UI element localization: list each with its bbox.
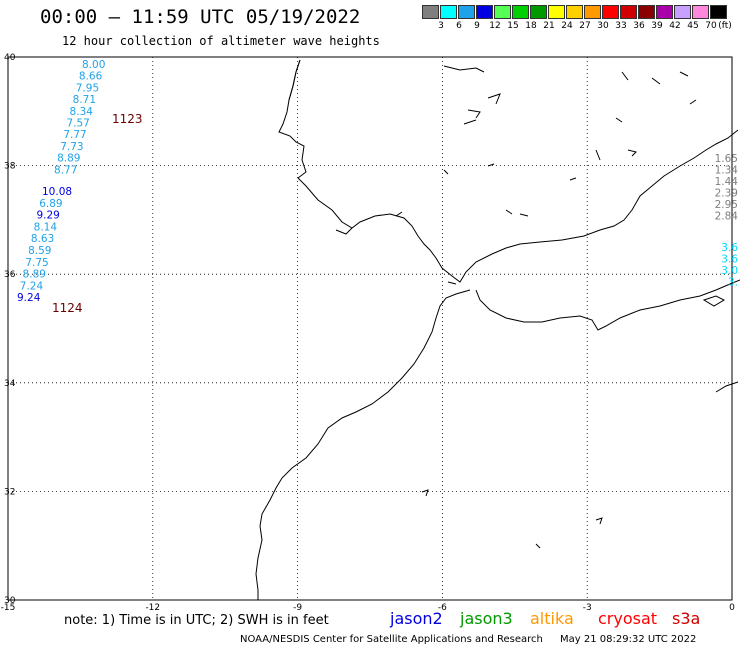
map-title: 00:00 – 11:59 UTC 05/19/2022 [40, 6, 361, 28]
wave-height-label: 8.71 [73, 94, 96, 106]
axis-tick-labels: -15 -12 -9 -6 -3 0 40 38 36 34 32 30 [1, 53, 735, 613]
wave-height-label: 8.59 [28, 245, 51, 257]
wave-height-label: 7.75 [25, 257, 48, 269]
wave-height-label: 3.6 [721, 254, 738, 266]
lon-tick-label: -9 [293, 603, 302, 613]
colorbar-swatch [548, 5, 565, 19]
lon-tick-label: -15 [1, 603, 16, 613]
footnote: note: 1) Time is in UTC; 2) SWH is in fe… [64, 613, 329, 628]
wave-height-label: 7.57 [66, 118, 89, 130]
lat-tick-label: 32 [4, 487, 15, 497]
lat-tick-label: 38 [4, 162, 16, 172]
colorbar-swatch [458, 5, 475, 19]
colorbar-swatch [656, 5, 673, 19]
wave-height-label: 8.14 [34, 221, 58, 233]
wave-height-label: 10.08 [42, 186, 72, 198]
lon-tick-label: 0 [729, 603, 735, 613]
map-subtitle: 12 hour collection of altimeter wave hei… [62, 34, 380, 48]
lon-tick-label: -3 [583, 603, 592, 613]
colorbar-label: 45 [687, 21, 699, 31]
colorbar-swatch [476, 5, 493, 19]
wave-height-label: 8.34 [70, 106, 94, 118]
wave-height-label: 7.24 [20, 280, 44, 292]
wave-height-label: 8.00 [82, 59, 105, 71]
wave-height-label: 7.95 [76, 82, 99, 94]
colorbar-swatch [674, 5, 691, 19]
colorbar-label: 42 [669, 21, 681, 31]
satellite-legend-altika: altika [530, 609, 574, 628]
wave-height-label: 9.24 [17, 292, 41, 304]
colorbar-label: 18 [525, 21, 537, 31]
colorbar-swatch [692, 5, 709, 19]
wave-height-label: 8.89 [57, 153, 80, 165]
colorbar-swatch [602, 5, 619, 19]
altimeter-tracks: 8.008.667.958.718.347.577.777.738.898.77… [17, 59, 738, 315]
wave-height-label: 1.65 [715, 153, 738, 165]
wave-height-label: 2.39 [715, 188, 738, 200]
colorbar-swatch [530, 5, 547, 19]
colorbar-swatch [440, 5, 457, 19]
wave-height-label: 9.29 [36, 210, 59, 222]
colorbar-swatch [566, 5, 583, 19]
satellite-legend-s3a: s3a [672, 609, 701, 628]
colorbar-label: 24 [561, 21, 573, 31]
colorbar-label: 15 [507, 21, 519, 31]
colorbar-swatch [710, 5, 727, 19]
wave-height-label: 1.44 [715, 176, 739, 188]
map-frame [7, 56, 733, 601]
colorbar-swatch [494, 5, 511, 19]
lat-tick-label: 36 [4, 270, 16, 280]
colorbar-label: 9 [474, 21, 480, 31]
wave-height-label: 8.66 [79, 71, 103, 83]
wave-height-label: 8.89 [23, 269, 46, 281]
coastline [255, 59, 740, 600]
lon-tick-label: -6 [438, 603, 447, 613]
satellite-legend-cryosat: cryosat [598, 609, 658, 628]
lat-tick-label: 30 [4, 596, 16, 606]
map-grid [7, 56, 733, 601]
colorbar-swatch [620, 5, 637, 19]
lon-tick-label: -12 [145, 603, 160, 613]
footer-credit: NOAA/NESDIS Center for Satellite Applica… [240, 634, 696, 645]
colorbar-label: 39 [651, 21, 663, 31]
satellite-legend-jason2: jason2 [390, 609, 443, 628]
wave-height-label: 8.77 [54, 164, 77, 176]
colorbar-label: 30 [597, 21, 609, 31]
colorbar-unit: (ft) [718, 21, 732, 31]
wave-height-label: 3.0 [721, 265, 738, 277]
colorbar-label: 27 [579, 21, 591, 31]
pass-number-label: 1124 [52, 301, 83, 315]
colorbar-label: 21 [543, 21, 555, 31]
wave-height-label: 2.95 [715, 199, 738, 211]
colorbar-swatch [584, 5, 601, 19]
wave-height-label: 7.77 [63, 129, 86, 141]
colorbar-label: 6 [456, 21, 462, 31]
footer-agency: NOAA/NESDIS Center for Satellite Applica… [240, 634, 543, 645]
colorbar-swatch [638, 5, 655, 19]
wave-height-label: 1.34 [715, 165, 739, 177]
colorbar-label: 33 [615, 21, 627, 31]
colorbar-label: 36 [633, 21, 645, 31]
wave-height-label: 3.6 [721, 242, 738, 254]
wave-height-label: 8.63 [31, 233, 54, 245]
lat-tick-label: 34 [4, 379, 16, 389]
lat-tick-label: 40 [4, 53, 16, 63]
wave-height-label: 7.73 [60, 141, 83, 153]
colorbar-swatch [422, 5, 439, 19]
colorbar-label: 3 [438, 21, 444, 31]
satellite-legend-jason3: jason3 [460, 609, 513, 628]
colorbar-label: 70 [705, 21, 717, 31]
wave-height-label: 2.84 [715, 211, 739, 223]
colorbar-swatch [512, 5, 529, 19]
colorbar-label: 12 [489, 21, 501, 31]
wave-height-label: 3. [728, 277, 738, 289]
wave-height-label: 6.89 [39, 198, 62, 210]
footer-timestamp: May 21 08:29:32 UTC 2022 [560, 634, 697, 645]
pass-number-label: 1123 [112, 112, 143, 126]
